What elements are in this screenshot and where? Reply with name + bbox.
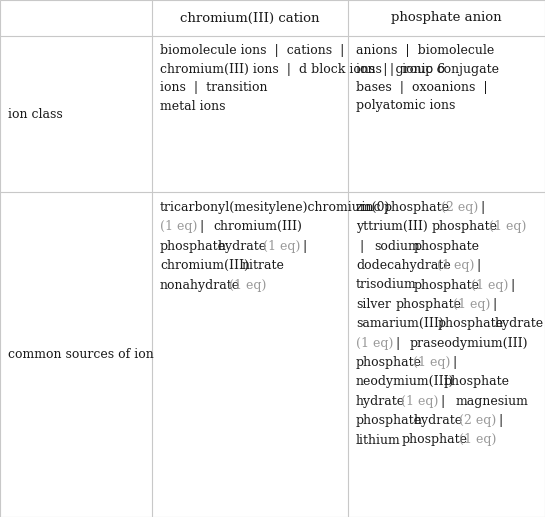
Text: phosphate: phosphate	[443, 375, 509, 388]
Text: hydrate: hydrate	[494, 317, 544, 330]
Text: ion class: ion class	[8, 108, 63, 120]
Text: phosphate: phosphate	[384, 201, 450, 214]
Text: |: |	[477, 201, 489, 214]
Text: phosphate anion: phosphate anion	[391, 11, 502, 24]
Text: tricarbonyl(mesitylene)chromium(0): tricarbonyl(mesitylene)chromium(0)	[160, 201, 390, 214]
Text: |: |	[299, 240, 311, 253]
Text: (1 eq): (1 eq)	[453, 298, 490, 311]
Text: lithium: lithium	[356, 433, 401, 447]
Text: silver: silver	[356, 298, 391, 311]
Text: nitrate: nitrate	[241, 259, 284, 272]
Text: anions  |  biomolecule
ions  |  ionic conjugate
bases  |  oxoanions  |
polyatomi: anions | biomolecule ions | ionic conjug…	[356, 44, 499, 113]
Text: sodium: sodium	[374, 240, 420, 253]
Text: phosphate: phosphate	[356, 356, 422, 369]
Text: samarium(III): samarium(III)	[356, 317, 444, 330]
Text: phosphate: phosphate	[413, 240, 479, 253]
Text: |: |	[506, 279, 519, 292]
Text: hydrate: hydrate	[413, 414, 463, 427]
Text: |: |	[392, 337, 404, 349]
Text: zinc: zinc	[356, 201, 381, 214]
Text: magnesium: magnesium	[455, 395, 528, 408]
Text: (1 eq): (1 eq)	[413, 356, 451, 369]
Text: |: |	[473, 259, 486, 272]
Text: |: |	[449, 356, 462, 369]
Text: (1 eq): (1 eq)	[263, 240, 300, 253]
Text: (1 eq): (1 eq)	[356, 337, 393, 349]
Text: phosphate: phosphate	[401, 433, 468, 447]
Text: praseodymium(III): praseodymium(III)	[410, 337, 528, 349]
Text: |: |	[494, 414, 507, 427]
Text: common sources of ion: common sources of ion	[8, 348, 154, 361]
Text: (1 eq): (1 eq)	[401, 395, 439, 408]
Text: phosphate: phosphate	[356, 414, 422, 427]
Text: phosphate: phosphate	[431, 220, 497, 233]
Text: phosphate: phosphate	[413, 279, 479, 292]
Text: |: |	[356, 240, 368, 253]
Text: |: |	[196, 220, 208, 233]
Text: (1 eq): (1 eq)	[229, 279, 267, 292]
Text: |: |	[437, 395, 450, 408]
Text: (1 eq): (1 eq)	[471, 279, 508, 292]
Text: chromium(III) cation: chromium(III) cation	[180, 11, 320, 24]
Text: chromium(III): chromium(III)	[214, 220, 302, 233]
Text: hydrate: hydrate	[217, 240, 267, 253]
Text: (2 eq): (2 eq)	[459, 414, 496, 427]
Text: nonahydrate: nonahydrate	[160, 279, 240, 292]
Text: (1 eq): (1 eq)	[437, 259, 475, 272]
Text: phosphate: phosphate	[395, 298, 462, 311]
Text: hydrate: hydrate	[356, 395, 405, 408]
Text: yttrium(III): yttrium(III)	[356, 220, 428, 233]
Text: chromium(III): chromium(III)	[160, 259, 249, 272]
Text: trisodium: trisodium	[356, 279, 417, 292]
Text: biomolecule ions  |  cations  |
chromium(III) ions  |  d block ions  |  group 6
: biomolecule ions | cations | chromium(II…	[160, 44, 445, 113]
Text: |: |	[488, 298, 501, 311]
Text: phosphate: phosphate	[437, 317, 503, 330]
Text: (1 eq): (1 eq)	[488, 220, 526, 233]
Text: (1 eq): (1 eq)	[160, 220, 197, 233]
Text: phosphate: phosphate	[160, 240, 226, 253]
Text: neodymium(III): neodymium(III)	[356, 375, 455, 388]
Text: (2 eq): (2 eq)	[441, 201, 478, 214]
Text: (1 eq): (1 eq)	[459, 433, 496, 447]
Text: dodecahydrate: dodecahydrate	[356, 259, 451, 272]
